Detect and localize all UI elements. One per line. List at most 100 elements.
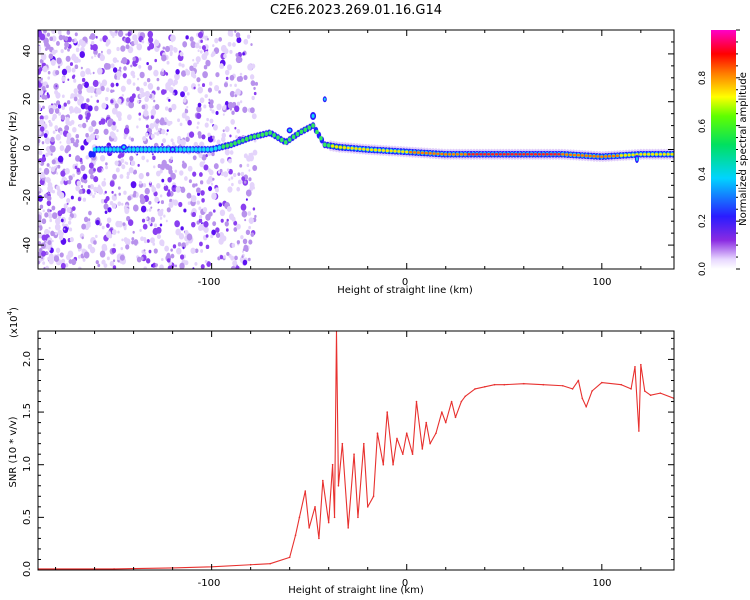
- spectrogram-noise-speck: [116, 112, 119, 116]
- spectrogram-noise-speck: [86, 135, 92, 143]
- spectrogram-noise-speck: [241, 250, 244, 253]
- spectrogram-noise-speck: [235, 135, 238, 139]
- spectrogram-noise-speck: [39, 58, 44, 64]
- snr-data-point: [577, 379, 580, 382]
- snr-data-point: [331, 463, 334, 466]
- spectrogram-ridge-peak: [541, 152, 545, 156]
- spectrogram-noise-speck: [180, 226, 184, 231]
- spectrogram-noise-speck: [249, 107, 255, 114]
- snr-data-point: [366, 506, 369, 508]
- spectrogram-noise-speck: [220, 44, 227, 53]
- spectrogram-noise-speck: [182, 186, 185, 190]
- spectrogram-ridge-core: [108, 147, 112, 152]
- spectrogram-noise-speck: [140, 236, 144, 242]
- colorbar: 0.0 0.2 0.4 0.6 0.8 Normalized spectral …: [698, 29, 749, 276]
- spectrogram-noise-speck: [177, 138, 182, 144]
- snr-data-point: [561, 384, 564, 387]
- spectrogram-noise-speck: [166, 258, 171, 263]
- spectrogram-noise-speck: [231, 182, 234, 187]
- spectrogram-noise-speck: [109, 260, 115, 267]
- spectrogram-noise-speck: [63, 179, 69, 186]
- spectrogram-noise-speck: [48, 53, 54, 60]
- spectrogram-noise-speck: [220, 218, 224, 223]
- spectrogram-noise-speck: [126, 171, 130, 176]
- spectrogram-noise-speck: [143, 81, 148, 87]
- spectrogram-noise-speck: [152, 105, 156, 110]
- spectrogram-noise-speck: [192, 155, 197, 161]
- spectrogram-noise-speck: [121, 94, 124, 97]
- spectrogram-ridge-core: [159, 147, 163, 152]
- spectrogram-noise-speck: [100, 199, 105, 204]
- spectrogram-noise-speck: [200, 190, 205, 196]
- spectrogram-noise-speck: [226, 218, 229, 222]
- spectrogram-noise-speck: [80, 70, 86, 78]
- spectrogram-noise-speck: [162, 46, 166, 50]
- spectrogram-noise-speck: [148, 36, 154, 44]
- spectrogram-noise-speck: [38, 82, 42, 88]
- spectrogram-noise-speck: [241, 176, 246, 182]
- spectrogram-noise-speck: [155, 127, 158, 131]
- spectrogram-noise-speck: [254, 214, 257, 218]
- spectrogram-noise-speck: [80, 46, 85, 53]
- spectrogram-noise-speck: [73, 92, 78, 99]
- spectrogram-ridge-core: [311, 123, 315, 128]
- spectrogram-noise-speck: [115, 82, 119, 87]
- snr-data-point: [454, 416, 457, 419]
- spectrogram-noise-speck: [252, 149, 258, 156]
- spectrogram-noise-speck: [154, 196, 160, 203]
- spectrogram-noise-speck: [116, 129, 119, 133]
- snr-data-point: [392, 463, 394, 466]
- spectrogram-noise-speck: [82, 197, 87, 202]
- spectrogram-noise-speck: [231, 243, 236, 248]
- spectrogram-noise-speck: [49, 36, 54, 41]
- snr-data-point: [522, 382, 525, 385]
- spectrogram-ridge-peak: [596, 155, 600, 158]
- spectrogram-noise-speck: [186, 92, 190, 96]
- spectrogram-noise-speck: [173, 46, 176, 50]
- spectrogram-ridge-peak: [467, 152, 471, 156]
- spectrogram-noise-speck: [71, 55, 76, 61]
- spectrogram-ridge-peak: [643, 152, 647, 156]
- spectrogram-noise-speck: [55, 84, 58, 88]
- spectrogram-noise-speck: [124, 207, 130, 215]
- spectrogram-noise-speck: [174, 264, 178, 268]
- spectrogram-noise-speck: [218, 37, 223, 42]
- spectrogram-noise-speck: [234, 126, 237, 130]
- spectrogram-noise-speck: [62, 223, 65, 227]
- spectrogram-noise-speck: [54, 125, 59, 130]
- snr-y-tick-label: 1.5: [22, 403, 33, 419]
- spectrogram-noise-speck: [127, 195, 132, 201]
- spectrogram-noise-speck: [39, 115, 44, 121]
- spectrogram-ridge-core: [217, 145, 222, 150]
- spectrogram-y-tick-label: 20: [22, 93, 33, 106]
- snr-x-label: Height of straight line (km): [288, 585, 424, 596]
- spectrogram-ridge-core: [307, 125, 311, 130]
- spectrogram-ridge-core: [322, 142, 327, 147]
- spectrogram-noise-speck: [215, 232, 221, 238]
- spectrogram-noise-speck: [197, 106, 202, 112]
- spectrogram-noise-speck: [198, 206, 202, 211]
- spectrogram-ridge-peak: [666, 152, 670, 156]
- spectrogram-noise-speck: [139, 99, 142, 103]
- spectrogram-noise-speck: [53, 255, 60, 262]
- spectrogram-noise-speck: [184, 176, 188, 181]
- spectrogram-noise-speck: [206, 261, 212, 268]
- spectrogram-noise-speck: [161, 257, 164, 262]
- spectrogram-noise-speck: [101, 225, 105, 230]
- spectrogram-noise-speck: [168, 86, 174, 93]
- spectrogram-noise-speck: [199, 50, 203, 54]
- spectrogram-noise-speck: [141, 91, 146, 98]
- spectrogram-ridge-peak: [432, 152, 436, 155]
- spectrogram-noise-speck: [47, 208, 51, 213]
- spectrogram-noise-speck: [199, 241, 203, 247]
- spectrogram-noise-speck: [46, 32, 51, 37]
- spectrogram-noise-speck: [251, 95, 255, 101]
- spectrogram-noise-speck: [215, 111, 219, 115]
- spectrogram-noise-speck: [129, 96, 135, 103]
- spectrogram-noise-speck: [92, 43, 98, 52]
- spectrogram-noise-speck: [207, 132, 211, 137]
- spectrogram-noise-speck: [197, 49, 200, 53]
- spectrogram-ridge-peak: [529, 152, 534, 156]
- spectrogram-noise-speck: [191, 211, 196, 218]
- spectrogram-ridge-band: [91, 150, 96, 158]
